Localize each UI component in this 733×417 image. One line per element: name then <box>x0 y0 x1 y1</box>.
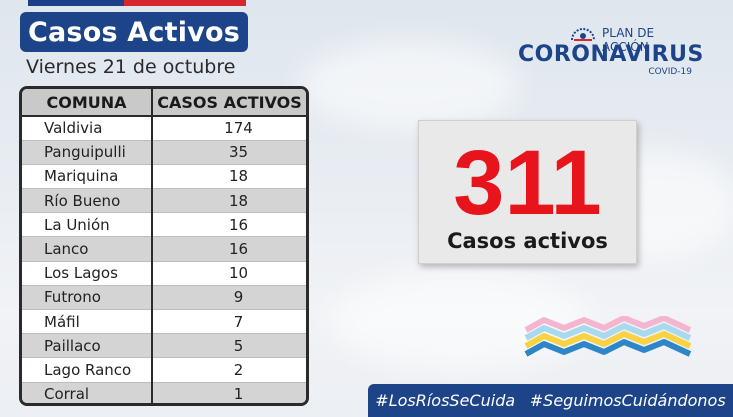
date-label: Viernes 21 de octubre <box>26 56 236 78</box>
column-header-casos: CASOS ACTIVOS <box>151 89 306 117</box>
casos-cell: 9 <box>151 284 306 310</box>
total-cases-card: 311 Casos activos <box>418 120 637 264</box>
casos-cell: 1 <box>151 381 306 403</box>
comuna-cell: Río Bueno <box>22 188 152 213</box>
comuna-cell: Máfil <box>22 308 152 334</box>
logo-coronavirus-text: CORONAVIRUS <box>518 42 704 67</box>
hashtag-seguimos: #SeguimosCuidándonos <box>529 391 726 410</box>
casos-cell: 2 <box>151 357 306 383</box>
table-row: Lanco 16 <box>22 236 306 262</box>
hashtag-bar: #LosRíosSeCuida #SeguimosCuidándonos <box>368 384 733 417</box>
table-row: Valdivia 174 <box>22 115 306 141</box>
table-row: Máfil 7 <box>22 308 306 334</box>
comuna-cell: Corral <box>22 381 152 403</box>
casos-cell: 16 <box>151 212 306 237</box>
table-row: La Unión 16 <box>22 212 306 237</box>
casos-cell: 18 <box>151 163 306 189</box>
table-row: Corral 1 <box>22 381 306 403</box>
table-header-row: COMUNA CASOS ACTIVOS <box>22 89 306 117</box>
comuna-cell: Futrono <box>22 284 152 310</box>
casos-cell: 35 <box>151 139 306 165</box>
table-row: Paillaco 5 <box>22 333 306 358</box>
cases-table: COMUNA CASOS ACTIVOS Valdivia 174 Panguipu… <box>19 86 309 406</box>
logo-plan-text: PLAN DE ACCIÓN <box>602 26 655 54</box>
comuna-cell: La Unión <box>22 212 152 237</box>
flag-bar <box>28 0 246 6</box>
table-row: Río Bueno 18 <box>22 188 306 213</box>
table-row: Mariquina 18 <box>22 163 306 189</box>
comuna-cell: Paillaco <box>22 333 152 358</box>
decorative-waves-icon <box>524 316 692 357</box>
total-cases-value: 311 <box>453 132 602 234</box>
background-cloud <box>300 40 520 130</box>
casos-cell: 10 <box>151 260 306 286</box>
table-row: Futrono 9 <box>22 284 306 310</box>
casos-cell: 174 <box>151 115 306 141</box>
page-title: Casos Activos <box>27 16 240 48</box>
title-banner: Casos Activos <box>20 12 248 52</box>
table-row: Panguipulli 35 <box>22 139 306 165</box>
hashtag-los-rios: #LosRíosSeCuida <box>375 391 516 410</box>
coronavirus-plan-logo: PLAN DE ACCIÓN CORONAVIRUS COVID-19 <box>516 22 703 80</box>
comuna-cell: Los Lagos <box>22 260 152 286</box>
casos-cell: 16 <box>151 236 306 262</box>
logo-covid-text: COVID-19 <box>648 67 692 77</box>
comuna-cell: Lago Ranco <box>22 357 152 383</box>
casos-cell: 5 <box>151 333 306 358</box>
column-header-comuna: COMUNA <box>22 89 152 117</box>
comuna-cell: Panguipulli <box>22 139 152 165</box>
table-row: Lago Ranco 2 <box>22 357 306 383</box>
casos-cell: 7 <box>151 308 306 334</box>
casos-cell: 18 <box>151 188 306 213</box>
comuna-cell: Valdivia <box>22 115 152 141</box>
total-cases-label: Casos activos <box>447 229 608 253</box>
comuna-cell: Lanco <box>22 236 152 262</box>
table-row: Los Lagos 10 <box>22 260 306 286</box>
comuna-cell: Mariquina <box>22 163 152 189</box>
gov-emblem-icon <box>571 28 595 41</box>
